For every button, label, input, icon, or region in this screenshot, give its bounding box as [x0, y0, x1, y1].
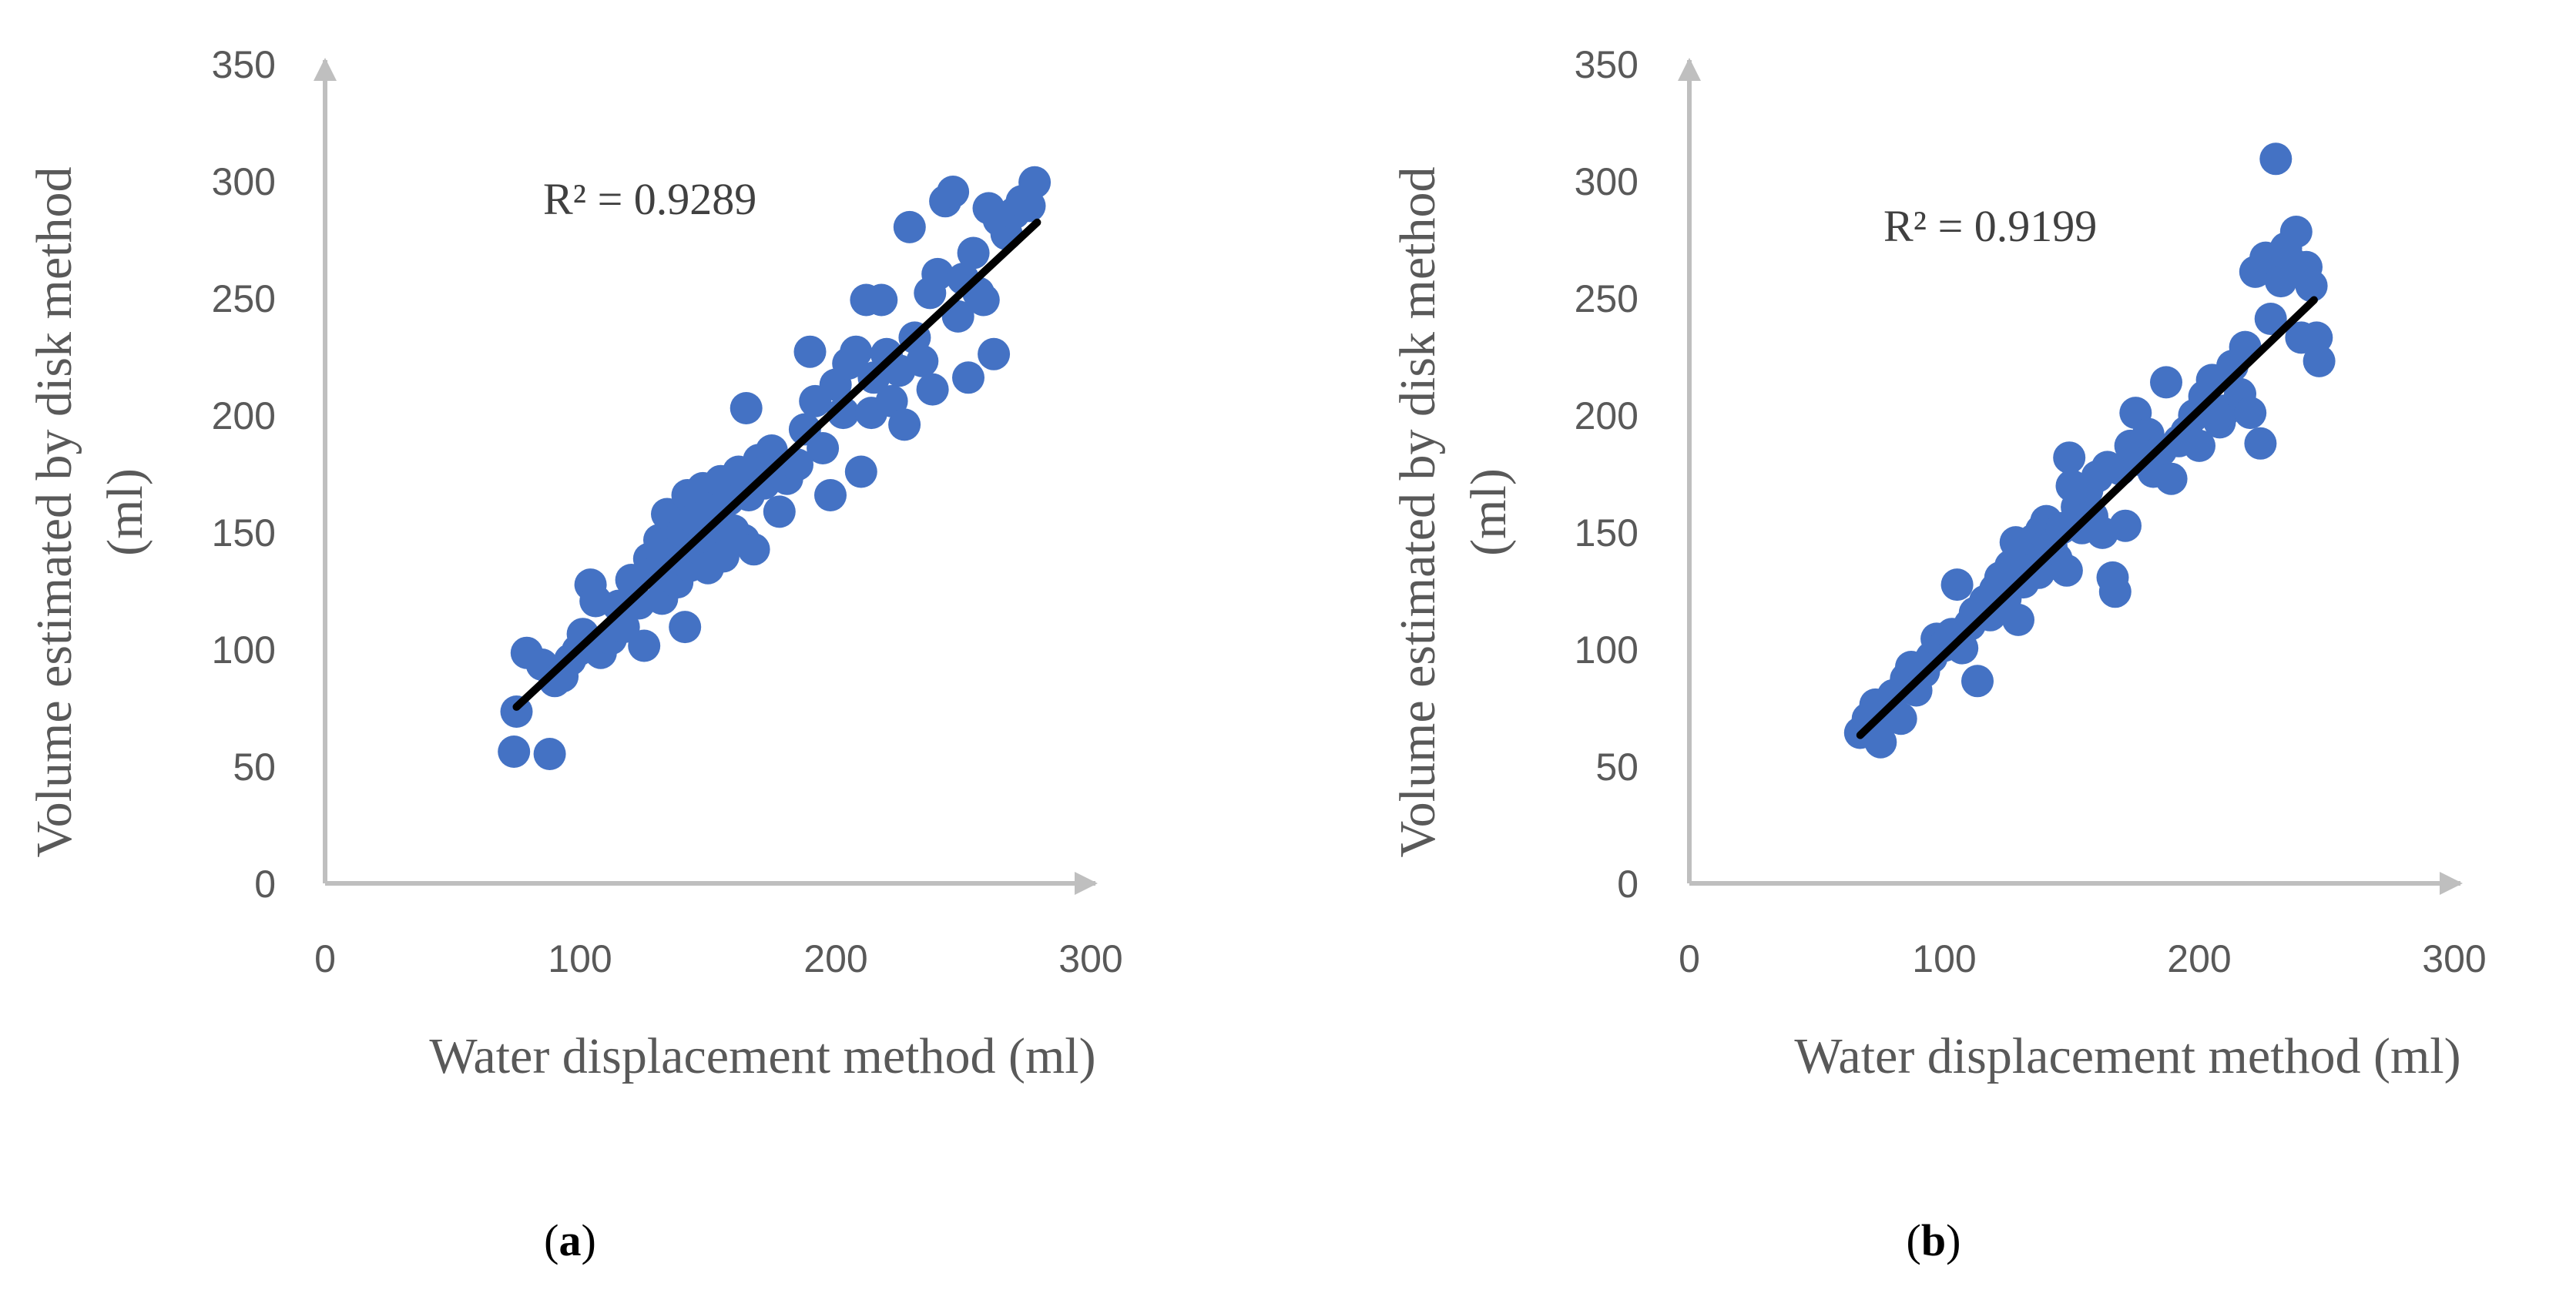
data-point	[2155, 462, 2188, 495]
data-point	[916, 373, 949, 406]
x-tick-label-b: 100	[1912, 937, 1976, 980]
data-point	[957, 236, 990, 270]
data-point	[763, 495, 796, 528]
y-tick-label-b: 150	[1575, 511, 1639, 555]
y-tick-label-b: 100	[1575, 628, 1639, 672]
data-point	[2053, 441, 2086, 474]
y-axis-b: 0 50 100 150 200 250 300 350	[1575, 43, 1701, 906]
y-tick-label-a: 200	[212, 394, 276, 437]
data-point	[807, 432, 840, 464]
y-axis-label-line1-a: Volume estimated by disk method	[26, 166, 82, 857]
x-tick-label-a: 100	[548, 937, 612, 980]
y-tick-label-b: 350	[1575, 43, 1639, 86]
data-point	[2303, 344, 2336, 377]
data-point	[730, 392, 763, 424]
data-point	[737, 533, 770, 566]
x-axis-label-b: Water displacement method (ml)	[1794, 1028, 2460, 1084]
data-point	[1018, 166, 1052, 199]
data-point	[2244, 427, 2277, 460]
y-tick-label-a: 350	[212, 43, 276, 86]
data-point	[840, 335, 873, 368]
y-tick-label-a: 50	[233, 746, 276, 789]
data-point	[793, 335, 827, 368]
y-tick-label-a: 100	[212, 628, 276, 672]
y-tick-label-b: 50	[1595, 746, 1639, 789]
data-point	[967, 283, 1000, 317]
r2-annotation-b: R² = 0.9199	[1883, 201, 2097, 251]
panel-letter-b: b	[1921, 1215, 1946, 1265]
data-point	[906, 344, 939, 377]
x-tick-label-b: 300	[2422, 937, 2486, 980]
data-point	[2254, 303, 2287, 335]
y-axis-label-line1-b: Volume estimated by disk method	[1390, 166, 1446, 857]
trendline-a	[512, 218, 1041, 711]
y-tick-label-a: 300	[212, 160, 276, 203]
data-point	[2109, 509, 2142, 542]
chart-a: 0 50 100 150 200 250 300 350 0 100 200 3…	[26, 43, 1123, 1265]
x-tick-label-b: 200	[2167, 937, 2231, 980]
data-point	[827, 397, 860, 430]
panel-label-a: (a)	[544, 1215, 596, 1265]
y-axis-label-line2-b: (ml)	[1461, 468, 1517, 556]
r2-annotation-a: R² = 0.9289	[543, 174, 756, 224]
data-point	[2150, 366, 2182, 399]
data-point	[937, 176, 970, 208]
data-point	[2295, 270, 2328, 303]
trendline-b	[1856, 296, 2318, 739]
data-point	[1864, 725, 1897, 759]
data-point	[2279, 216, 2313, 248]
x-axis-a: 0 100 200 300	[314, 872, 1123, 980]
data-point	[533, 738, 566, 770]
data-point	[2098, 575, 2132, 608]
chart-b: 0 50 100 150 200 250 300 350 0 100 200 3…	[1390, 43, 2487, 1265]
data-point	[952, 361, 984, 394]
x-axis-b: 0 100 200 300	[1679, 872, 2487, 980]
y-tick-label-a: 250	[212, 277, 276, 320]
y-tick-label-b: 200	[1575, 394, 1639, 437]
data-point	[814, 479, 847, 511]
data-point	[2259, 142, 2293, 176]
data-point	[1961, 665, 1994, 698]
data-point	[1940, 568, 1974, 601]
data-point	[888, 408, 921, 441]
data-point	[865, 283, 898, 317]
data-point	[921, 257, 954, 290]
x-tick-label-a: 300	[1058, 937, 1122, 980]
y-axis-label-line2-a: (ml)	[97, 468, 153, 556]
panel-label-b: (b)	[1907, 1215, 1961, 1265]
data-point	[2234, 397, 2267, 430]
data-point	[844, 455, 877, 488]
panel-letter-a: a	[559, 1215, 582, 1265]
y-tick-label-a: 150	[212, 511, 276, 555]
y-tick-label-b: 300	[1575, 160, 1639, 203]
data-point	[893, 210, 926, 243]
data-point	[498, 735, 531, 768]
x-tick-label-b: 0	[1679, 937, 1700, 980]
data-point	[628, 629, 661, 662]
data-point	[2300, 321, 2333, 354]
data-point	[1884, 702, 1917, 735]
y-tick-label-a: 0	[254, 863, 276, 906]
data-point	[978, 337, 1011, 370]
x-tick-label-a: 0	[314, 937, 336, 980]
y-axis-a: 0 50 100 150 200 250 300 350	[212, 43, 337, 906]
data-point	[2183, 429, 2215, 462]
y-tick-label-b: 0	[1617, 863, 1639, 906]
x-tick-label-a: 200	[803, 937, 867, 980]
y-tick-label-b: 250	[1575, 277, 1639, 320]
x-axis-label-a: Water displacement method (ml)	[429, 1028, 1095, 1084]
data-point	[2050, 554, 2083, 587]
data-point	[669, 611, 702, 644]
data-point	[2002, 603, 2034, 636]
